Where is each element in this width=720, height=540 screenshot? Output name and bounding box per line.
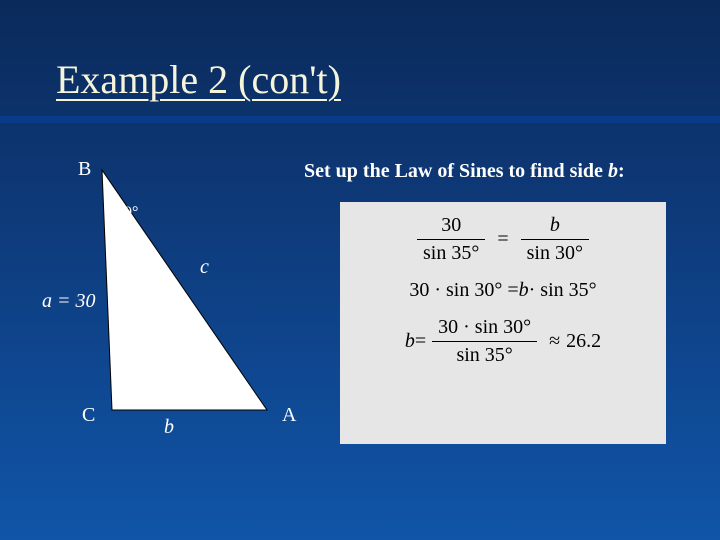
instruction-var: b bbox=[608, 160, 618, 182]
equals-sign: = bbox=[497, 228, 508, 251]
equation-row-1: 30 sin 35° = b sin 30° bbox=[352, 214, 654, 265]
frac-bar bbox=[521, 239, 589, 240]
eq3-var: b bbox=[405, 330, 415, 353]
equation-row-3: b = 30 · sin 30° sin 35° ≈ 26.2 bbox=[352, 316, 654, 367]
instruction-suffix: : bbox=[618, 160, 625, 182]
frac-num: 30 bbox=[435, 214, 467, 237]
approx-sign: ≈ bbox=[549, 330, 560, 353]
angle-b-label: 30° bbox=[116, 204, 138, 222]
fraction-rhs-1: b sin 30° bbox=[521, 214, 589, 265]
frac-den: sin 35° bbox=[450, 344, 518, 367]
instruction-text: Set up the Law of Sines to find side b: bbox=[304, 160, 625, 183]
frac-bar bbox=[417, 239, 485, 240]
instruction-prefix: Set up the Law of Sines to find side bbox=[304, 160, 608, 182]
eq2-suffix: · sin 35° bbox=[529, 279, 597, 302]
slide-title: Example 2 (con't) bbox=[56, 56, 341, 103]
equation-panel: 30 sin 35° = b sin 30° 30 · sin 30° = b … bbox=[340, 202, 666, 444]
triangle-svg bbox=[72, 160, 312, 440]
side-a-label: a = 30 bbox=[42, 290, 96, 313]
eq2-var: b bbox=[519, 279, 529, 302]
vertex-c-label: C bbox=[82, 404, 95, 427]
eq3-equals: = bbox=[415, 330, 426, 353]
side-b-label: b bbox=[164, 416, 174, 439]
frac-num: 30 · sin 30° bbox=[432, 316, 537, 339]
frac-num: b bbox=[544, 214, 566, 237]
angle-c-label: 115° bbox=[124, 384, 154, 402]
equation-row-2: 30 · sin 30° = b · sin 35° bbox=[352, 279, 654, 302]
title-rule bbox=[0, 116, 720, 123]
frac-den: sin 35° bbox=[417, 242, 485, 265]
frac-den: sin 30° bbox=[521, 242, 589, 265]
eq3-result: 26.2 bbox=[566, 330, 601, 353]
vertex-a-label: A bbox=[282, 404, 296, 427]
angle-a-label: 35° bbox=[204, 384, 226, 402]
frac-bar bbox=[432, 341, 537, 342]
fraction-lhs-1: 30 sin 35° bbox=[417, 214, 485, 265]
eq2-prefix: 30 · sin 30° = bbox=[409, 279, 518, 302]
fraction-3: 30 · sin 30° sin 35° bbox=[432, 316, 537, 367]
vertex-b-label: B bbox=[78, 158, 91, 181]
triangle-diagram: B C A 30° 115° 35° a = 30 b c bbox=[72, 160, 312, 440]
side-c-label: c bbox=[200, 256, 209, 279]
